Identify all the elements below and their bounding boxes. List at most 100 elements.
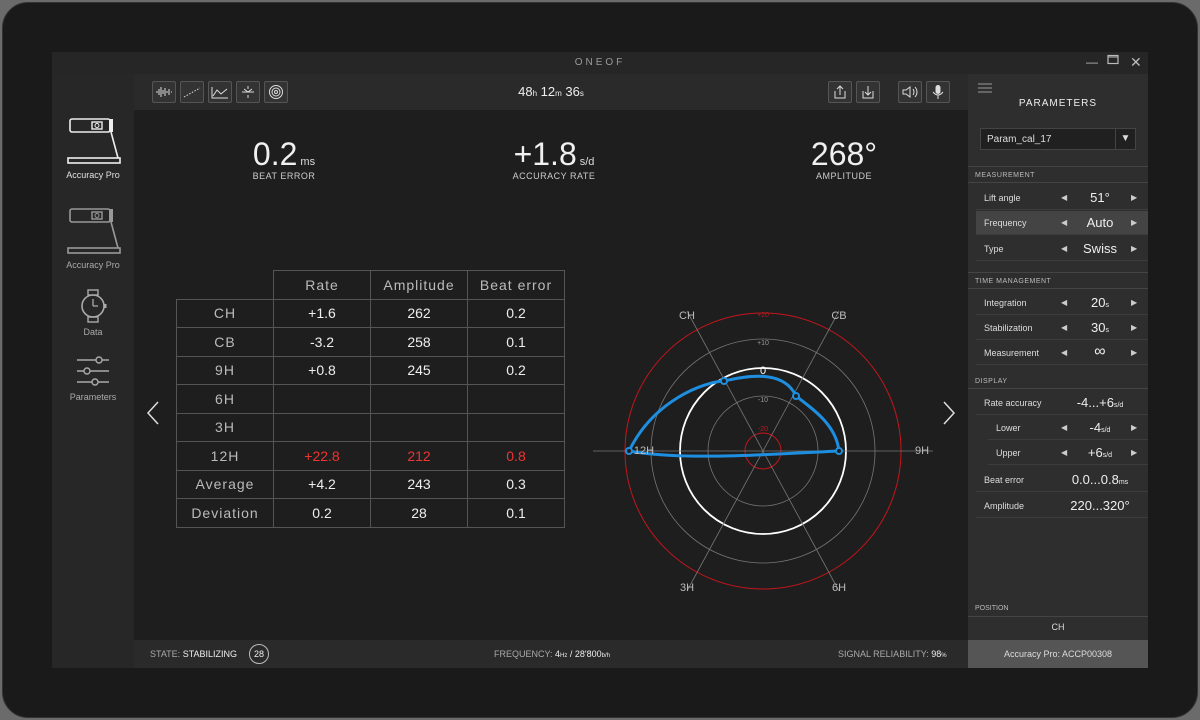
- param-value-number: +6: [1087, 445, 1103, 460]
- row-label: Average: [176, 469, 274, 499]
- graph-button[interactable]: [208, 81, 232, 103]
- trace-button[interactable]: [180, 81, 204, 103]
- sidebar: Accuracy Pro Accuracy Pro Data: [52, 74, 134, 668]
- title-bar: ONEOF — ✕: [52, 52, 1148, 74]
- radar-icon: [269, 85, 283, 99]
- preset-select[interactable]: Param_cal_17 ▼: [980, 128, 1136, 150]
- beat-error-button[interactable]: [236, 81, 260, 103]
- param-value-unit: s: [1105, 327, 1109, 334]
- frequency-hz-unit: Hz: [560, 653, 568, 659]
- increase-arrow-icon[interactable]: ▶: [1131, 323, 1138, 332]
- column-header: Rate: [273, 270, 371, 300]
- sidebar-item-label: Data: [83, 327, 103, 337]
- param-label: Measurement: [984, 348, 1040, 358]
- table-row: 3H: [176, 412, 565, 442]
- param-value-number: 0.0...0.8: [1071, 472, 1119, 487]
- increase-arrow-icon[interactable]: ▶: [1131, 193, 1138, 202]
- section-position: POSITION: [975, 605, 1009, 612]
- sidebar-item-parameters[interactable]: Parameters: [52, 354, 134, 402]
- param-beat-error[interactable]: Beat error 0.0...0.8ms: [976, 468, 1148, 492]
- section-divider: [968, 388, 1148, 389]
- param-value: 0.0...0.8ms: [1060, 472, 1140, 487]
- sidebar-item-label: Accuracy Pro: [66, 170, 120, 180]
- sliders-icon: [77, 356, 109, 386]
- param-upper[interactable]: Upper ◀ +6s/d ▶: [988, 441, 1148, 465]
- rate-cell: +0.8: [273, 355, 371, 385]
- rate-cell: [273, 412, 371, 442]
- microphone-button[interactable]: [926, 81, 950, 103]
- waveform-icon: [156, 87, 172, 97]
- decrease-arrow-icon[interactable]: ◀: [1061, 448, 1068, 457]
- row-label: 3H: [176, 412, 274, 442]
- frequency-status: FREQUENCY: 4Hz / 28'800b/h: [494, 649, 610, 659]
- close-icon[interactable]: ✕: [1130, 54, 1142, 70]
- sound-button[interactable]: [898, 81, 922, 103]
- decrease-arrow-icon[interactable]: ◀: [1061, 218, 1068, 227]
- upload-icon: [834, 85, 846, 99]
- beat-error-unit: ms: [300, 156, 316, 168]
- previous-page-arrow[interactable]: [146, 400, 160, 433]
- param-label: Upper: [996, 448, 1021, 458]
- param-amplitude[interactable]: Amplitude 220...320°: [976, 494, 1148, 518]
- table-row: 9H +0.8 245 0.2: [176, 355, 565, 385]
- param-value-number: 20: [1091, 295, 1106, 310]
- export-button[interactable]: [828, 81, 852, 103]
- frequency-bph-unit: b/h: [601, 653, 610, 659]
- increase-arrow-icon[interactable]: ▶: [1131, 348, 1138, 357]
- beat-error-icon: [242, 86, 254, 98]
- increase-arrow-icon[interactable]: ▶: [1131, 218, 1138, 227]
- table-row: CH +1.6 262 0.2: [176, 298, 565, 328]
- beat-error-cell: 0.2: [467, 298, 565, 328]
- increase-arrow-icon[interactable]: ▶: [1131, 423, 1138, 432]
- position-value[interactable]: CH: [968, 616, 1148, 636]
- signal-unit: %: [941, 653, 947, 659]
- rate-cell: +1.6: [273, 298, 371, 328]
- param-lift-angle[interactable]: Lift angle ◀ 51° ▶: [976, 186, 1148, 210]
- increase-arrow-icon[interactable]: ▶: [1131, 244, 1138, 253]
- param-stabilization[interactable]: Stabilization ◀ 30s ▶: [976, 316, 1148, 340]
- param-value: 220...320°: [1070, 498, 1130, 513]
- row-label: 9H: [176, 355, 274, 385]
- trace-point: [625, 447, 633, 455]
- param-integration[interactable]: Integration ◀ 20s ▶: [976, 291, 1148, 315]
- maximize-icon[interactable]: [1107, 54, 1119, 68]
- param-frequency[interactable]: Frequency ◀ Auto ▶: [976, 211, 1148, 235]
- amplitude-kpi: 268° AMPLITUDE: [774, 136, 914, 181]
- column-header: Beat error: [467, 270, 565, 300]
- decrease-arrow-icon[interactable]: ◀: [1061, 348, 1068, 357]
- sidebar-item-data[interactable]: Data: [52, 289, 134, 337]
- timer-minutes-unit: m: [555, 89, 562, 98]
- param-type[interactable]: Type ◀ Swiss ▶: [976, 237, 1148, 261]
- sidebar-item-accuracy-pro-2[interactable]: Accuracy Pro: [52, 206, 134, 270]
- dropdown-arrow-icon[interactable]: ▼: [1115, 129, 1135, 149]
- section-divider: [968, 182, 1148, 183]
- minimize-icon[interactable]: —: [1086, 55, 1098, 69]
- decrease-arrow-icon[interactable]: ◀: [1061, 193, 1068, 202]
- increase-arrow-icon[interactable]: ▶: [1131, 448, 1138, 457]
- param-value: Swiss: [1083, 241, 1117, 256]
- state-label: STATE:: [150, 649, 181, 659]
- rate-cell: +4.2: [273, 469, 371, 499]
- waveform-button[interactable]: [152, 81, 176, 103]
- ring-label-zero: 0: [760, 365, 766, 377]
- timegrapher-stand-icon: [67, 118, 121, 164]
- radar-button[interactable]: [264, 81, 288, 103]
- param-lower[interactable]: Lower ◀ -4s/d ▶: [988, 416, 1148, 440]
- param-rate-accuracy[interactable]: Rate accuracy -4...+6s/d: [976, 391, 1148, 415]
- param-label: Beat error: [984, 475, 1025, 485]
- decrease-arrow-icon[interactable]: ◀: [1061, 244, 1068, 253]
- decrease-arrow-icon[interactable]: ◀: [1061, 323, 1068, 332]
- decrease-arrow-icon[interactable]: ◀: [1061, 423, 1068, 432]
- increase-arrow-icon[interactable]: ▶: [1131, 298, 1138, 307]
- import-button[interactable]: [856, 81, 880, 103]
- decrease-arrow-icon[interactable]: ◀: [1061, 298, 1068, 307]
- menu-icon[interactable]: [978, 82, 992, 94]
- sidebar-item-accuracy-pro-1[interactable]: Accuracy Pro: [52, 116, 134, 180]
- timer-minutes: 12: [540, 84, 556, 99]
- row-label: 6H: [176, 384, 274, 414]
- table-row: CB -3.2 258 0.1: [176, 327, 565, 357]
- signal-value: 98: [931, 649, 942, 659]
- next-page-arrow[interactable]: [942, 400, 956, 433]
- param-value: Auto: [1086, 215, 1114, 230]
- param-measurement[interactable]: Measurement ◀ ∞ ▶: [976, 341, 1148, 365]
